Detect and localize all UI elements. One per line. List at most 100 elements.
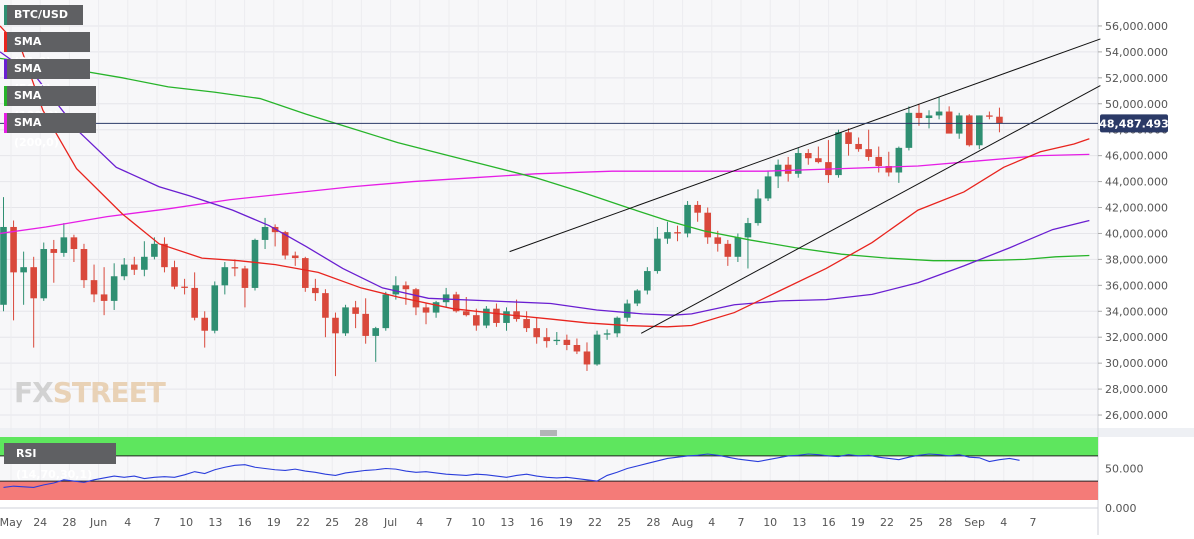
legend-sma21[interactable]: SMA (21,0) <box>4 32 90 68</box>
trendline <box>640 85 1101 334</box>
sma100-line <box>0 57 1090 262</box>
candle <box>382 291 390 331</box>
candle <box>40 242 48 301</box>
candle <box>543 328 551 348</box>
candle-body <box>855 143 862 150</box>
x-tick-label: 10 <box>179 516 193 529</box>
candle-body <box>312 287 319 294</box>
candle-body <box>784 164 792 174</box>
candle-body <box>905 112 913 148</box>
candle-body <box>110 276 118 301</box>
legend-label-sma200: SMA (200,0) <box>14 116 59 149</box>
candle <box>110 263 118 310</box>
x-tick-label: 10 <box>763 516 777 529</box>
legend-sma200[interactable]: SMA (200,0) <box>4 113 96 149</box>
candle <box>432 300 440 318</box>
candle <box>392 276 400 300</box>
candle-body <box>332 317 339 334</box>
candle <box>925 110 933 129</box>
candle <box>764 171 772 202</box>
candle-body <box>523 319 530 329</box>
x-tick-label: 24 <box>33 516 47 529</box>
candle-body <box>734 237 742 257</box>
candle-body <box>543 337 551 342</box>
legend-swatch-sma50 <box>4 59 7 79</box>
symbol-text: BTC/USD <box>14 8 68 21</box>
candles <box>0 97 1003 377</box>
x-tick-labels: May 24 28 Jun 4 7 10 13 16 19 22 25 28 Jul 4 7 10 13 16 19 2… <box>0 516 1037 529</box>
x-tick-label: Jun <box>89 516 107 529</box>
candle-body <box>694 204 701 213</box>
current-price-label: 48,487.493 <box>1099 117 1169 130</box>
x-tick-label: Sep <box>964 516 985 529</box>
candle <box>523 311 530 333</box>
candle <box>191 272 198 321</box>
logo-fx: FX <box>14 376 54 409</box>
candle-body <box>473 315 480 326</box>
candle-body <box>815 158 822 163</box>
legend-sma100[interactable]: SMA (100,0) <box>4 86 96 122</box>
candle-body <box>0 226 7 305</box>
candle-body <box>593 334 601 365</box>
candle-body <box>704 212 711 238</box>
candle-body <box>362 313 369 336</box>
candle-body <box>181 286 188 288</box>
x-tick-label: 22 <box>880 516 894 529</box>
x-tick-label: 19 <box>851 516 865 529</box>
x-tick-label: 13 <box>208 516 222 529</box>
candle <box>744 217 752 269</box>
candle-body <box>30 267 37 299</box>
y-tick-label: 36,000.000 <box>1105 279 1168 292</box>
candle <box>503 307 510 331</box>
candle-body <box>352 307 359 314</box>
x-tick-label: 13 <box>792 516 806 529</box>
y-tick-label: 26,000.000 <box>1105 409 1168 422</box>
candle <box>915 103 923 126</box>
candle-body <box>422 307 430 313</box>
candle-body <box>986 115 993 117</box>
candle <box>141 241 148 277</box>
candle-body <box>845 132 852 144</box>
candle <box>684 201 691 238</box>
x-tick-label: 7 <box>154 516 161 529</box>
trendline <box>509 38 1101 253</box>
candle-body <box>945 111 953 134</box>
candle-body <box>915 112 923 119</box>
y-tick-labels: 56,000.000 54,000.000 52,000.000 50,000.000… <box>1098 20 1168 422</box>
candle-body <box>161 243 168 268</box>
rsi-oversold-zone <box>0 481 1098 500</box>
rsi-y-tick-label: 0.000 <box>1105 502 1137 515</box>
x-tick-label: 13 <box>500 516 514 529</box>
candle-body <box>70 237 78 250</box>
candle <box>151 237 158 260</box>
y-tick-label: 52,000.000 <box>1105 72 1168 85</box>
candle <box>845 128 852 156</box>
candle-body <box>462 311 470 316</box>
candle <box>20 251 27 305</box>
symbol-label: BTC/USD <box>4 5 83 25</box>
candle <box>996 107 1003 133</box>
candle <box>90 264 98 303</box>
candle <box>654 226 661 274</box>
candle-body <box>442 294 450 303</box>
candle-body <box>432 302 440 313</box>
candle-body <box>40 249 48 299</box>
candle-body <box>221 267 229 286</box>
rsi-overbought-zone <box>0 437 1098 456</box>
candle <box>362 298 369 344</box>
price-pane-bg <box>0 0 1098 428</box>
candle-body <box>563 339 571 345</box>
candle-body <box>100 294 108 301</box>
x-tick-label: 28 <box>354 516 368 529</box>
legend-sma50[interactable]: SMA (50,0) <box>4 59 90 95</box>
rsi-label[interactable]: RSI (14,70,30,1) <box>4 443 116 481</box>
candle <box>10 220 17 321</box>
candle <box>875 146 883 173</box>
candle-body <box>633 290 641 304</box>
sma200-line <box>0 153 1090 235</box>
x-tick-label: 4 <box>416 516 423 529</box>
candle <box>613 316 621 338</box>
candle <box>261 217 269 250</box>
candle <box>704 207 711 244</box>
